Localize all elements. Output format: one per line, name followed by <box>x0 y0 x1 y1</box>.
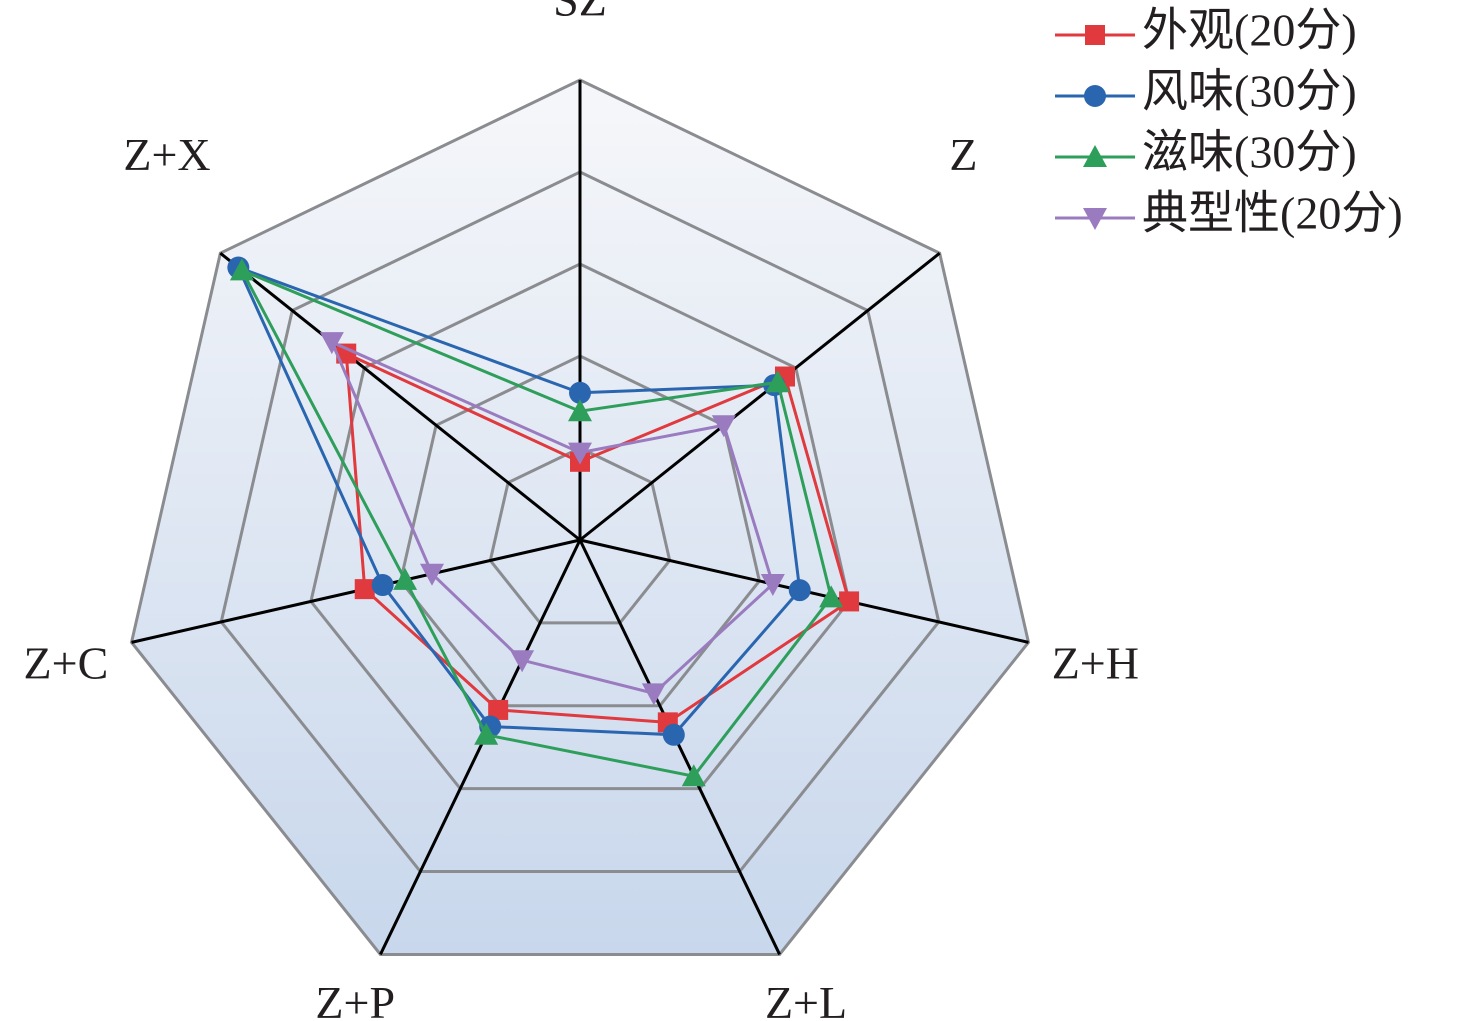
legend-label: 风味(30分) <box>1142 66 1357 117</box>
data-point <box>569 381 591 404</box>
axis-label: Z+P <box>315 977 395 1021</box>
grid-ring <box>488 446 672 625</box>
grid-ring <box>398 354 762 708</box>
axis-label: Z+H <box>1052 637 1139 688</box>
data-point <box>760 574 785 597</box>
legend-label: 典型性(20分) <box>1142 188 1403 239</box>
data-point <box>711 415 736 438</box>
data-point <box>420 563 445 586</box>
data-point <box>765 370 790 393</box>
series-line <box>235 264 802 737</box>
data-point <box>336 343 357 364</box>
legend-label: 滋味(30分) <box>1142 127 1357 178</box>
data-point <box>393 567 418 590</box>
axis-label: SZ <box>553 0 607 26</box>
axis-spoke <box>379 539 582 956</box>
axis-label: Z+C <box>24 637 109 688</box>
data-point <box>641 683 666 706</box>
axis-label: Z+X <box>123 129 210 180</box>
series-line <box>328 339 775 695</box>
grid-ring <box>129 78 1031 956</box>
data-point <box>488 699 509 720</box>
axis-label: Z <box>949 129 977 180</box>
axis-spoke <box>578 539 781 956</box>
data-point <box>819 585 844 608</box>
data-point <box>510 650 535 673</box>
data-point <box>319 332 344 355</box>
legend-marker <box>1083 208 1107 230</box>
legend-label: 外观(20分) <box>1142 5 1357 56</box>
series-line <box>344 351 851 724</box>
legend-marker <box>1084 85 1106 107</box>
data-point <box>474 722 499 745</box>
data-point <box>662 723 685 746</box>
grid-ring <box>309 262 851 791</box>
data-point <box>681 764 706 787</box>
axis-spoke <box>219 252 581 542</box>
data-point <box>229 258 254 281</box>
data-point <box>354 579 375 600</box>
data-point <box>568 399 592 422</box>
series-line <box>238 267 833 778</box>
legend-marker <box>1083 145 1107 167</box>
data-point <box>568 442 592 465</box>
data-point <box>788 579 811 602</box>
data-point <box>839 591 860 612</box>
data-point <box>371 574 394 597</box>
axis-label: Z+L <box>765 977 847 1021</box>
legend-marker <box>1085 25 1105 45</box>
axis-spoke <box>579 252 941 542</box>
